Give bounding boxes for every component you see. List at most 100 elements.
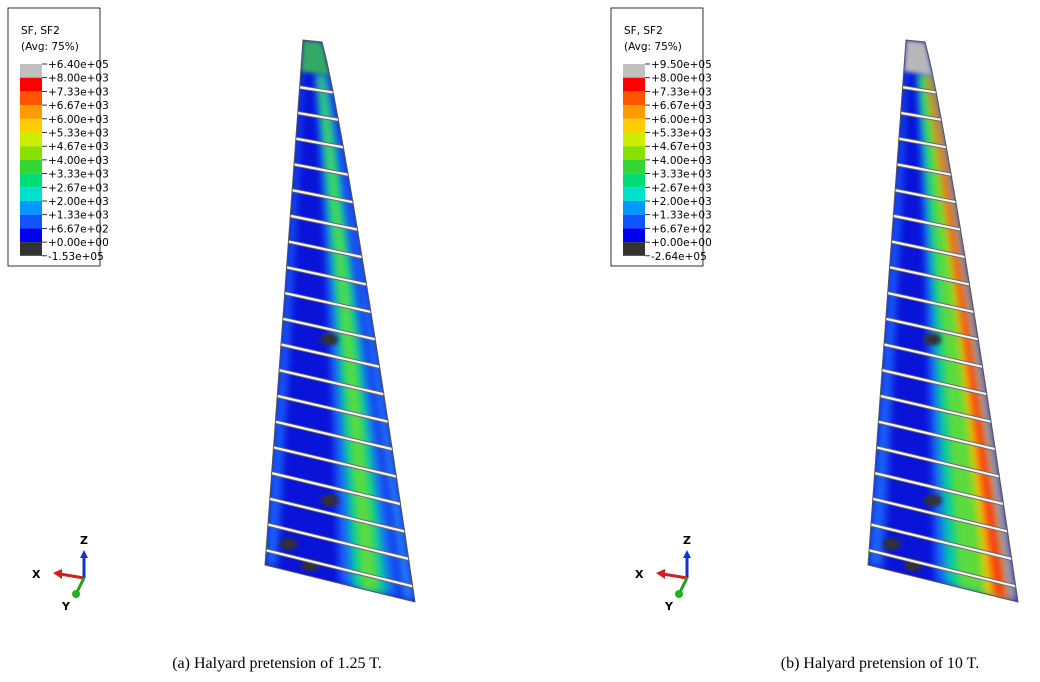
batten — [902, 86, 937, 94]
legend-label: +6.67e+02 — [651, 223, 712, 235]
legend-label: +3.33e+03 — [651, 169, 712, 181]
legend-swatch — [623, 118, 645, 133]
batten — [898, 137, 947, 149]
legend-label: +5.33e+03 — [48, 128, 109, 140]
batten — [900, 111, 942, 121]
legend-swatch — [20, 146, 42, 160]
triad-y-label: Y — [664, 600, 674, 613]
legend-label: +9.50e+05 — [651, 59, 712, 71]
triad-y-head — [675, 590, 683, 598]
legend-swatch — [20, 91, 42, 106]
triad-y — [678, 577, 689, 593]
legend-label: +2.67e+03 — [48, 182, 109, 194]
legend-swatch — [20, 105, 42, 119]
legend-label: +4.67e+03 — [651, 141, 712, 153]
legend-label: +2.67e+03 — [651, 182, 712, 194]
batten — [887, 291, 975, 313]
legend-title: SF, SF2 — [624, 25, 663, 37]
sail — [867, 39, 1019, 603]
legend-label: +7.33e+03 — [48, 86, 109, 98]
batten — [872, 497, 1008, 533]
batten — [299, 86, 334, 94]
batten — [290, 214, 358, 231]
triad-y-head — [72, 590, 80, 598]
caption: (b) Halyard pretension of 10 T. — [781, 655, 979, 672]
legend-label: +6.67e+03 — [651, 100, 712, 112]
legend-label: +4.00e+03 — [651, 155, 712, 167]
dark-patch — [923, 333, 942, 346]
batten — [271, 472, 401, 506]
batten — [878, 420, 996, 451]
batten — [284, 291, 372, 313]
legend-label: -2.64e+05 — [651, 251, 707, 263]
legend-swatch — [20, 118, 42, 133]
legend-swatch — [623, 187, 645, 201]
legend-swatch — [20, 201, 42, 215]
batten — [876, 446, 1000, 478]
sail — [264, 39, 416, 603]
batten — [288, 240, 363, 259]
legend-label: +7.33e+03 — [651, 86, 712, 98]
triad-x-label: X — [32, 568, 41, 581]
batten — [874, 472, 1004, 506]
legend-title: SF, SF2 — [21, 25, 60, 37]
batten — [291, 189, 354, 204]
triad-z-head — [683, 550, 691, 558]
axis-triad: Z X Y — [635, 534, 691, 613]
triad-x-head — [53, 569, 62, 579]
dark-patch — [924, 494, 943, 507]
batten — [267, 523, 409, 560]
legend-label: +5.33e+03 — [651, 128, 712, 140]
triad-x-head — [656, 569, 665, 579]
legend-label: +3.33e+03 — [48, 169, 109, 181]
legend-label: +6.00e+03 — [48, 114, 109, 126]
legend-swatch — [623, 242, 645, 256]
batten — [896, 163, 952, 176]
top-cap — [300, 40, 330, 76]
batten — [893, 214, 961, 231]
triad-z-head — [80, 550, 88, 558]
legend-label: +6.67e+03 — [48, 100, 109, 112]
batten — [295, 137, 344, 149]
batten — [280, 343, 380, 368]
batten — [881, 369, 988, 396]
legend-swatch — [623, 132, 645, 147]
legend-swatch — [623, 214, 645, 229]
legend-subtitle: (Avg: 75%) — [21, 41, 79, 53]
panel: SF, SF2 (Avg: 75%) +6.40e+05 +8.00e+03+7.33… — [7, 7, 416, 672]
caption: (a) Halyard pretension of 1.25 T. — [172, 655, 382, 672]
axis-triad: Z X Y — [32, 534, 88, 613]
legend-swatch — [623, 105, 645, 119]
triad-x-label: X — [635, 568, 644, 581]
dark-patch — [882, 538, 901, 551]
batten — [297, 111, 339, 121]
legend-label: +1.33e+03 — [651, 210, 712, 222]
legend-label: -1.53e+05 — [48, 251, 104, 263]
legend-swatch — [20, 228, 42, 243]
triad-z-label: Z — [80, 534, 88, 547]
triad-x — [59, 572, 85, 580]
batten — [275, 420, 393, 451]
triad-z-label: Z — [683, 534, 691, 547]
batten — [269, 497, 405, 533]
batten — [293, 163, 349, 176]
batten — [278, 369, 385, 396]
batten — [276, 394, 389, 423]
batten — [265, 549, 413, 588]
legend-swatch — [623, 77, 645, 92]
legend-label: +6.67e+02 — [48, 223, 109, 235]
sail-outline — [867, 39, 1019, 603]
legend-swatch — [20, 242, 42, 256]
batten — [891, 240, 966, 259]
legend-label: +4.00e+03 — [48, 155, 109, 167]
legend-label: +2.00e+03 — [48, 196, 109, 208]
legend-swatch — [20, 132, 42, 147]
legend-label: +0.00e+00 — [48, 237, 109, 249]
batten — [879, 394, 992, 423]
batten — [282, 317, 376, 341]
legend-label: +8.00e+03 — [48, 73, 109, 85]
legend-swatch — [20, 173, 42, 188]
legend-swatch — [20, 214, 42, 229]
triad-y-label: Y — [61, 600, 71, 613]
dark-patch — [321, 494, 340, 507]
